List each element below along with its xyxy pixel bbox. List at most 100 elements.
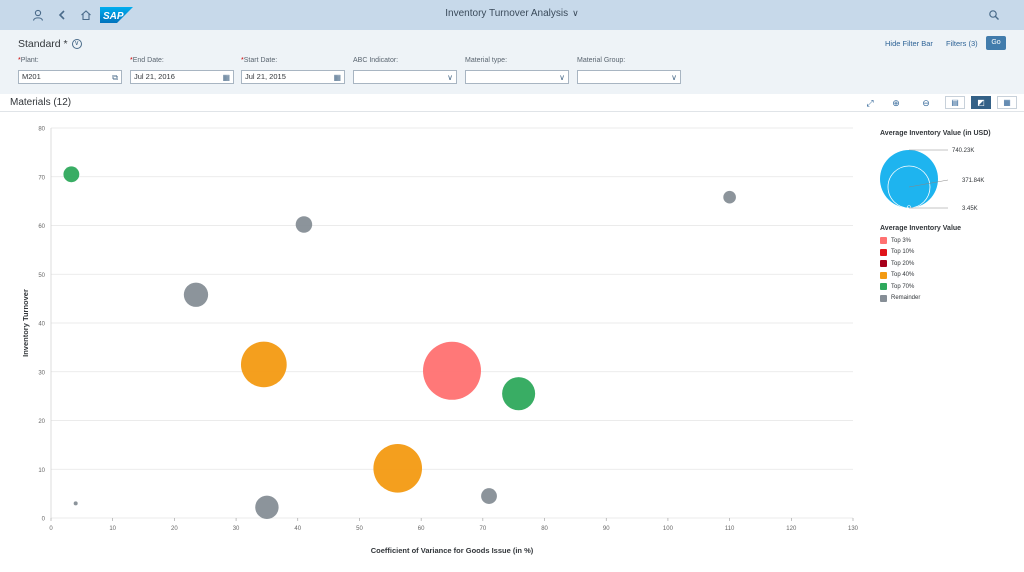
bubble-remainder[interactable] [73,501,78,506]
material-type-label: Material type: [465,57,508,64]
calendar-icon[interactable]: ▦ [333,73,341,82]
variant-selector[interactable]: Standard * ∨ [18,38,82,50]
end-date-field: *End Date: Jul 21, 2016 ▦ [130,57,234,84]
bubble-top-40-[interactable] [373,443,423,493]
legend-item[interactable]: Top 10% [880,247,1020,259]
sap-logo[interactable]: SAP [100,7,133,23]
x-tick-label: 0 [49,526,53,532]
bubble-top-40-[interactable] [240,341,287,388]
chart-grid [50,127,853,519]
x-axis: 0 10 20 30 40 50 60 70 80 90 100 110 120 130 [49,518,859,532]
material-group-select[interactable]: ∨ [577,70,681,84]
view-table-icon[interactable]: ▦ [997,96,1017,109]
chart-toolbar: Materials (12) ⤢ ⊕ ⊖ ▤ ◩ ▦ [0,94,1024,112]
x-tick-label: 10 [109,526,116,532]
go-button[interactable]: Go [986,36,1006,50]
home-icon[interactable] [78,7,94,23]
end-date-input[interactable]: Jul 21, 2016 ▦ [130,70,234,84]
legend-swatch [880,271,887,279]
x-tick-label: 80 [541,526,548,532]
y-tick-label: 40 [38,322,45,328]
legend-label: Top 40% [891,272,915,279]
y-tick-label: 80 [38,127,45,133]
material-group-label: Material Group: [577,57,626,64]
y-tick-label: 30 [38,370,45,376]
abc-indicator-select[interactable]: ∨ [353,70,457,84]
bubble-remainder[interactable] [295,216,313,233]
legend-swatch [880,283,887,291]
y-tick-label: 10 [38,468,45,474]
view-chart-table-icon[interactable]: ▤ [945,96,965,109]
chevron-down-icon[interactable]: ∨ [71,39,82,50]
bubble-top-70-[interactable] [63,166,80,183]
x-tick-label: 120 [786,526,797,532]
legend-label: Remainder [891,295,921,302]
x-axis-label: Coefficient of Variance for Goods Issue … [371,546,534,555]
chevron-down-icon[interactable]: ∨ [447,73,453,82]
legend-item[interactable]: Remainder [880,293,1020,305]
x-tick-label: 90 [603,526,610,532]
legend-swatch [880,294,887,302]
start-date-value: Jul 21, 2015 [245,72,286,81]
legend-item[interactable]: Top 3% [880,235,1020,247]
zoom-out-icon[interactable]: ⊖ [922,98,930,108]
bubble-chart: 0 10 20 30 40 50 60 70 80 0 10 20 30 40 50 60 70 80 90 100… [21,127,859,556]
plant-input[interactable]: M201 ⧉ [18,70,122,84]
y-tick-label: 60 [38,224,45,230]
shell-bar: SAP Inventory Turnover Analysis ∨ [0,0,1024,30]
back-icon[interactable] [54,7,70,23]
y-tick-label: 50 [38,273,45,279]
legend-item[interactable]: Top 20% [880,258,1020,270]
legend-swatch [880,237,887,245]
zoom-in-icon[interactable]: ⊕ [892,98,900,108]
sap-logo-text: SAP [103,11,124,22]
size-legend-title: Average Inventory Value (in USD) [880,130,991,137]
search-icon[interactable] [986,7,1002,23]
end-date-label: End Date: [132,57,164,64]
y-tick-label: 0 [42,517,46,523]
legend-swatch [880,260,887,268]
y-tick-label: 70 [38,175,45,181]
material-type-select[interactable]: ∨ [465,70,569,84]
hide-filter-bar-link[interactable]: Hide Filter Bar [885,39,933,48]
legend-label: Top 3% [891,237,912,244]
chevron-down-icon[interactable]: ∨ [559,73,565,82]
bubble-top-3-[interactable] [423,341,481,400]
bubble-remainder[interactable] [183,282,209,307]
view-chart-icon[interactable]: ◩ [971,96,991,109]
filter-bar: Standard * ∨ Hide Filter Bar Filters (3) … [0,30,1024,94]
size-legend-label-medium: 371.84K [962,178,984,184]
legend-item[interactable]: Top 40% [880,270,1020,282]
y-axis: 0 10 20 30 40 50 60 70 80 [38,127,45,523]
start-date-input[interactable]: Jul 21, 2015 ▦ [241,70,345,84]
user-icon[interactable] [30,7,46,23]
filters-button[interactable]: Filters (3) [946,39,978,48]
legend-item[interactable]: Top 70% [880,281,1020,293]
fullscreen-icon[interactable]: ⤢ [866,98,874,108]
plant-label: Plant: [20,57,39,64]
bubble-remainder[interactable] [723,190,736,204]
size-legend-label-large: 740.23K [952,148,974,154]
bubble-top-70-[interactable] [502,377,536,411]
color-legend: Top 3% Top 10% Top 20% Top 40% Top 70% Remain… [880,235,1020,304]
start-date-field: *Start Date: Jul 21, 2015 ▦ [241,57,345,84]
legend-label: Top 70% [891,283,915,290]
legend-label: Top 10% [891,249,915,256]
color-legend-title: Average Inventory Value [880,225,962,232]
x-tick-label: 130 [848,526,859,532]
end-date-value: Jul 21, 2016 [134,72,175,81]
required-marker: * [18,57,21,64]
size-legend-large [880,150,938,208]
variant-label: Standard * [18,38,68,50]
calendar-icon[interactable]: ▦ [222,73,230,82]
x-tick-label: 60 [418,526,425,532]
app-title[interactable]: Inventory Turnover Analysis ∨ [0,8,1024,19]
bubble-remainder[interactable] [481,488,497,504]
required-marker: * [130,57,133,64]
chevron-down-icon: ∨ [572,8,579,18]
bubble-remainder[interactable] [255,495,279,519]
value-help-icon[interactable]: ⧉ [112,73,118,82]
x-tick-label: 40 [294,526,301,532]
x-tick-label: 20 [171,526,178,532]
chevron-down-icon[interactable]: ∨ [671,73,677,82]
